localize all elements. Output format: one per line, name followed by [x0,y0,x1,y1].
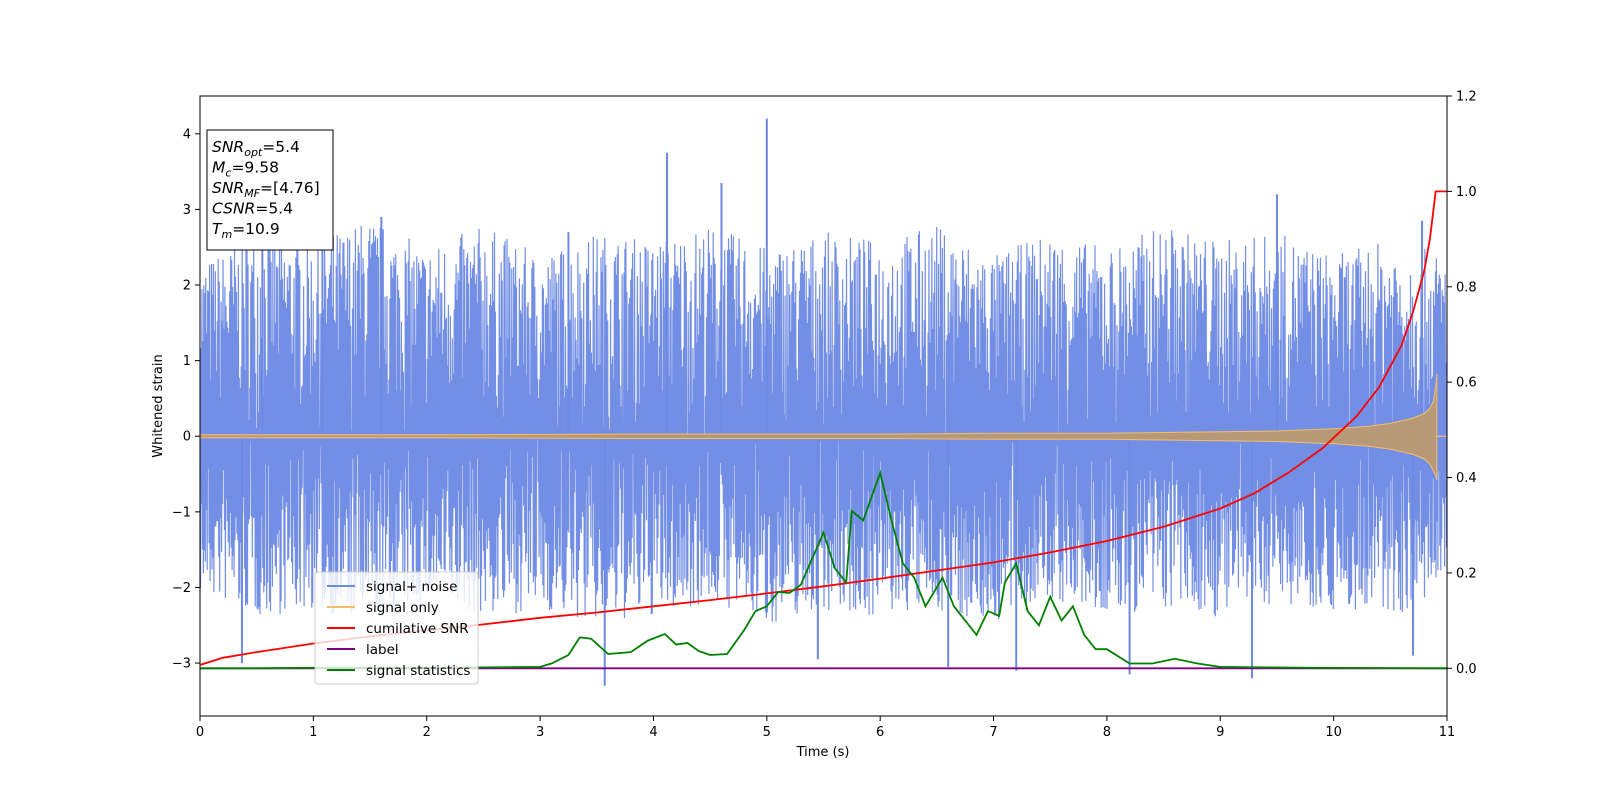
y-tick-label: −3 [172,657,191,672]
y2-tick-label: 0.2 [1456,566,1477,581]
y-tick-label: 3 [183,203,191,218]
x-axis-label: Time (s) [796,745,850,760]
legend-entry: cumilative SNR [366,621,469,637]
legend-entry: label [366,642,399,658]
y-tick-label: 4 [183,127,191,142]
y-tick-label: 2 [183,279,191,294]
x-tick-label: 9 [1216,725,1224,740]
legend-entry: signal only [366,600,439,616]
info-line: SNRMF=[4.76] [212,179,320,200]
x-tick-label: 1 [309,725,317,740]
x-tick-label: 11 [1439,725,1456,740]
y2-tick-label: 0.4 [1456,471,1477,486]
info-line: SNRopt=5.4 [212,138,300,159]
series-signal-statistics [200,469,1447,670]
x-tick-label: 0 [196,725,204,740]
y-tick-label: 0 [183,430,191,445]
signal-only-band [200,374,1438,481]
y-tick-label: −1 [172,505,191,520]
y2-tick-label: 0.0 [1456,662,1477,677]
y2-tick-label: 1.0 [1456,185,1477,200]
legend: signal+ noise signal only cumilative SNR la… [314,571,479,685]
x-tick-label: 8 [1103,725,1111,740]
y2-tick-label: 0.6 [1456,376,1477,391]
y-axis-label: Whitened strain [151,354,166,457]
x-tick-label: 7 [989,725,997,740]
y-tick-label: −2 [172,581,191,596]
x-tick-label: 2 [423,725,431,740]
x-tick-label: 4 [649,725,657,740]
y2-tick-label: 1.2 [1456,90,1477,105]
x-tick-label: 10 [1325,725,1342,740]
series-signal-noise [200,118,1447,686]
series-line [200,469,1447,670]
x-tick-label: 5 [763,725,771,740]
plot-frame [199,95,1448,717]
y-tick-label: 1 [183,354,191,369]
x-tick-label: 6 [876,725,884,740]
signal-noise-trace [200,225,1447,622]
series-signal-only [200,374,1447,481]
legend-frame [314,571,479,685]
info-line: CSNR=5.4 [212,200,293,218]
info-line: Tm=10.9 [212,220,280,241]
info-box-frame [206,129,334,251]
x-tick-label: 3 [536,725,544,740]
info-line: Mc=9.58 [212,159,279,180]
legend-entry: signal statistics [366,663,470,679]
legend-entry: signal+ noise [366,579,457,595]
y2-tick-label: 0.8 [1456,280,1477,295]
